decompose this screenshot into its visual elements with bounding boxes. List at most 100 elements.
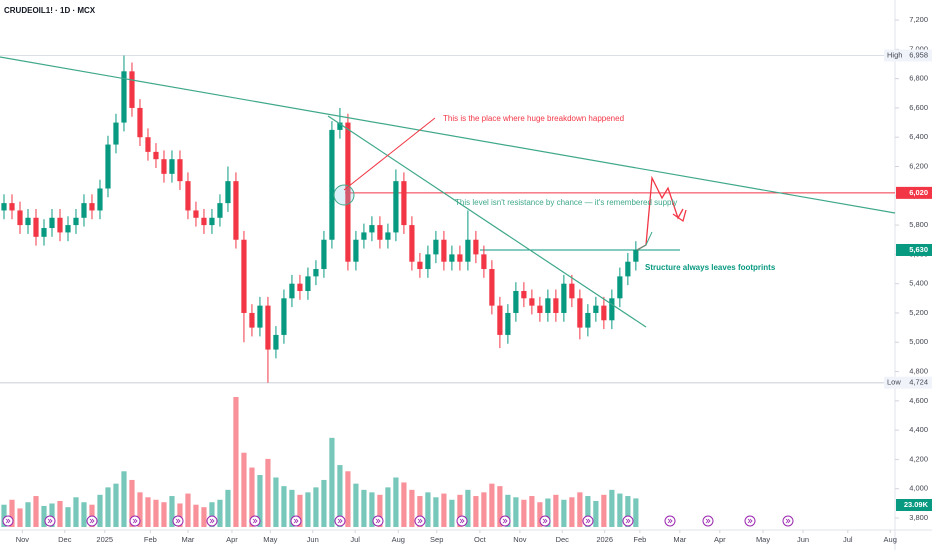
marker-label: 6,958 bbox=[909, 50, 928, 59]
event-icon-glyph bbox=[175, 518, 181, 524]
x-tick-label: Aug bbox=[884, 535, 897, 544]
event-icon-glyph bbox=[747, 518, 753, 524]
volume-bar bbox=[97, 494, 103, 527]
volume-bar bbox=[513, 497, 519, 527]
volume-bar bbox=[457, 494, 463, 527]
volume-bar bbox=[153, 499, 159, 527]
x-tick-label: Oct bbox=[474, 535, 487, 544]
candle-body bbox=[97, 188, 103, 211]
candle-body bbox=[57, 217, 63, 233]
candle-body bbox=[313, 269, 319, 277]
x-tick-label: May bbox=[263, 535, 277, 544]
event-icon-glyph bbox=[625, 518, 631, 524]
x-tick-label: Dec bbox=[58, 535, 72, 544]
candle-body bbox=[33, 217, 39, 237]
volume-bar bbox=[281, 486, 287, 527]
x-tick-label: Jun bbox=[307, 535, 319, 544]
candle-body bbox=[297, 283, 303, 291]
annotation-pointer bbox=[343, 117, 436, 191]
candle-body bbox=[177, 159, 183, 182]
candle-body bbox=[625, 261, 631, 277]
volume-bar bbox=[401, 482, 407, 527]
candle-body bbox=[65, 225, 71, 233]
volume-bar bbox=[593, 501, 599, 527]
candle-body bbox=[129, 71, 135, 108]
candle-body bbox=[617, 276, 623, 299]
x-tick-label: 2026 bbox=[596, 535, 613, 544]
candle-body bbox=[361, 232, 367, 240]
marker-tag bbox=[884, 376, 932, 389]
x-tick-label: Apr bbox=[714, 535, 726, 544]
candle-body bbox=[561, 283, 567, 313]
projection-arrow bbox=[672, 209, 687, 223]
event-icon-glyph bbox=[542, 518, 548, 524]
volume-bar bbox=[57, 501, 63, 527]
x-tick-label: Nov bbox=[513, 535, 527, 544]
highlight-circle bbox=[333, 184, 355, 206]
candle-body bbox=[145, 137, 151, 152]
candle-body bbox=[449, 254, 455, 262]
x-tick-label: Jul bbox=[843, 535, 853, 544]
candle-body bbox=[105, 144, 111, 189]
event-icon-glyph bbox=[132, 518, 138, 524]
volume-bar bbox=[465, 489, 471, 527]
candle-body bbox=[593, 305, 599, 313]
candle-body bbox=[481, 254, 487, 270]
candle-body bbox=[385, 232, 391, 240]
volume-bar bbox=[505, 494, 511, 527]
candle-body bbox=[225, 181, 231, 204]
volume-bar bbox=[49, 503, 55, 527]
volume-bar bbox=[529, 496, 535, 527]
level-tag bbox=[896, 243, 932, 256]
projection-path bbox=[636, 231, 653, 251]
candle-body bbox=[329, 129, 335, 240]
event-icon-glyph bbox=[5, 518, 11, 524]
volume-bar bbox=[33, 496, 39, 527]
candle-body bbox=[1, 203, 7, 211]
volume-bar bbox=[129, 479, 135, 527]
x-tick-label: May bbox=[756, 535, 770, 544]
volume-bar bbox=[25, 502, 31, 527]
volume-bar bbox=[441, 493, 447, 527]
event-icon-glyph bbox=[459, 518, 465, 524]
candle-body bbox=[321, 239, 327, 270]
candle-body bbox=[473, 239, 479, 255]
candle-body bbox=[601, 305, 607, 321]
candle-body bbox=[441, 239, 447, 262]
event-icon-glyph bbox=[293, 518, 299, 524]
level-tag bbox=[896, 186, 932, 199]
event-icon-glyph bbox=[502, 518, 508, 524]
candle-body bbox=[169, 159, 175, 174]
candle-body bbox=[241, 239, 247, 313]
candle-body bbox=[41, 228, 47, 237]
volume-bar bbox=[601, 494, 607, 527]
volume-bar bbox=[265, 458, 271, 527]
candle-body bbox=[273, 334, 279, 350]
candle-body bbox=[49, 217, 55, 229]
candle-body bbox=[281, 298, 287, 335]
volume-bar bbox=[113, 483, 119, 527]
level-label: 6,020 bbox=[909, 188, 928, 197]
candle-body bbox=[209, 217, 215, 226]
event-icon-glyph bbox=[785, 518, 791, 524]
event-icon-glyph bbox=[252, 518, 258, 524]
volume-bar bbox=[225, 489, 231, 527]
event-icon-glyph bbox=[209, 518, 215, 524]
candle-body bbox=[393, 181, 399, 233]
volume-bar bbox=[425, 492, 431, 527]
annotation: This is the place where huge breakdown h… bbox=[443, 114, 624, 123]
candle-body bbox=[465, 239, 471, 262]
candle-body bbox=[137, 107, 143, 138]
candle-body bbox=[457, 254, 463, 262]
x-tick-label: Sep bbox=[430, 535, 443, 544]
event-icon-glyph bbox=[337, 518, 343, 524]
x-tick-label: Mar bbox=[181, 535, 194, 544]
candle-body bbox=[417, 261, 423, 270]
volume-bar bbox=[17, 508, 23, 527]
marker-text: High bbox=[887, 50, 902, 59]
volume-bar bbox=[353, 483, 359, 527]
candle-body bbox=[201, 217, 207, 226]
trendline bbox=[0, 56, 896, 214]
candle-body bbox=[289, 283, 295, 299]
volume-bar bbox=[329, 437, 335, 527]
